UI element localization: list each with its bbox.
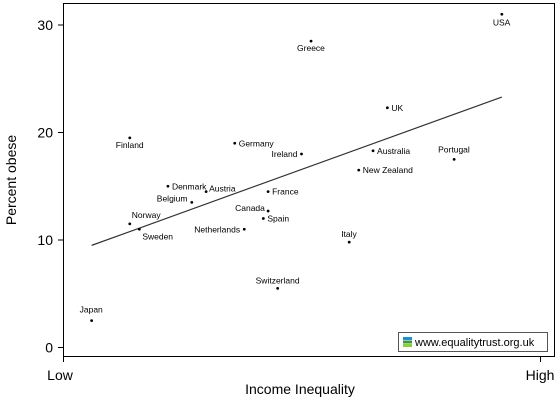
credit-text[interactable]: www.equalitytrust.org.uk (414, 337, 535, 349)
point-uk (385, 106, 389, 110)
point-spain (261, 217, 265, 220)
point-belgium (190, 200, 194, 204)
x-axis-title: Income Inequality (245, 381, 355, 397)
point-label-greece: Greece (297, 43, 325, 53)
plot-frame (63, 3, 555, 357)
point-finland (128, 136, 132, 140)
point-label-denmark: Denmark (172, 181, 207, 191)
y-tick-label-20: 20 (37, 125, 53, 141)
point-japan (90, 319, 94, 323)
x-axis: Low High (47, 356, 555, 383)
y-axis: 0 10 20 30 (37, 17, 64, 356)
point-greece (309, 39, 313, 43)
point-label-sweden: Sweden (142, 231, 173, 241)
trend-line (91, 96, 503, 246)
point-label-germany: Germany (239, 138, 275, 148)
point-australia (371, 149, 375, 153)
point-label-portugal: Portugal (438, 144, 470, 154)
point-germany (233, 141, 237, 145)
y-tick-label-0: 0 (45, 340, 53, 356)
equality-trust-logo-icon (403, 337, 412, 347)
point-label-netherlands: Netherlands (194, 224, 240, 234)
point-label-ireland: Ireland (272, 149, 298, 159)
point-italy (347, 240, 351, 244)
point-label-belgium: Belgium (157, 193, 188, 203)
point-ireland (300, 152, 303, 156)
y-tick-label-10: 10 (37, 232, 53, 248)
credit-box: www.equalitytrust.org.uk (398, 332, 548, 352)
point-france (266, 190, 270, 194)
y-axis-title: Percent obese (3, 135, 19, 225)
point-label-switzerland: Switzerland (256, 275, 300, 285)
point-denmark (166, 184, 170, 188)
point-label-france: France (272, 187, 299, 197)
point-usa (500, 12, 504, 16)
y-tick-label-30: 30 (37, 17, 53, 33)
point-label-canada: Canada (235, 203, 265, 213)
point-austria (204, 190, 208, 194)
point-label-finland: Finland (116, 140, 144, 150)
point-sweden (137, 227, 141, 231)
point-new-zealand (357, 168, 361, 172)
point-canada (266, 209, 270, 213)
point-label-uk: UK (391, 103, 403, 113)
point-netherlands (242, 227, 246, 231)
point-label-norway: Norway (132, 210, 162, 220)
point-label-austria: Austria (209, 184, 236, 194)
point-label-australia: Australia (377, 146, 410, 156)
data-points: Japan Finland Norway Sweden Denmark Austria Be… (80, 12, 511, 323)
point-label-usa: USA (493, 17, 511, 27)
x-tick-label-high: High (526, 367, 555, 383)
point-label-spain: Spain (267, 214, 289, 224)
point-label-japan: Japan (80, 305, 103, 315)
x-tick-label-low: Low (47, 367, 74, 383)
point-label-italy: Italy (341, 229, 357, 239)
point-norway (128, 222, 132, 226)
point-switzerland (276, 286, 280, 290)
point-portugal (452, 157, 456, 161)
point-label-new-zealand: New Zealand (363, 165, 413, 175)
